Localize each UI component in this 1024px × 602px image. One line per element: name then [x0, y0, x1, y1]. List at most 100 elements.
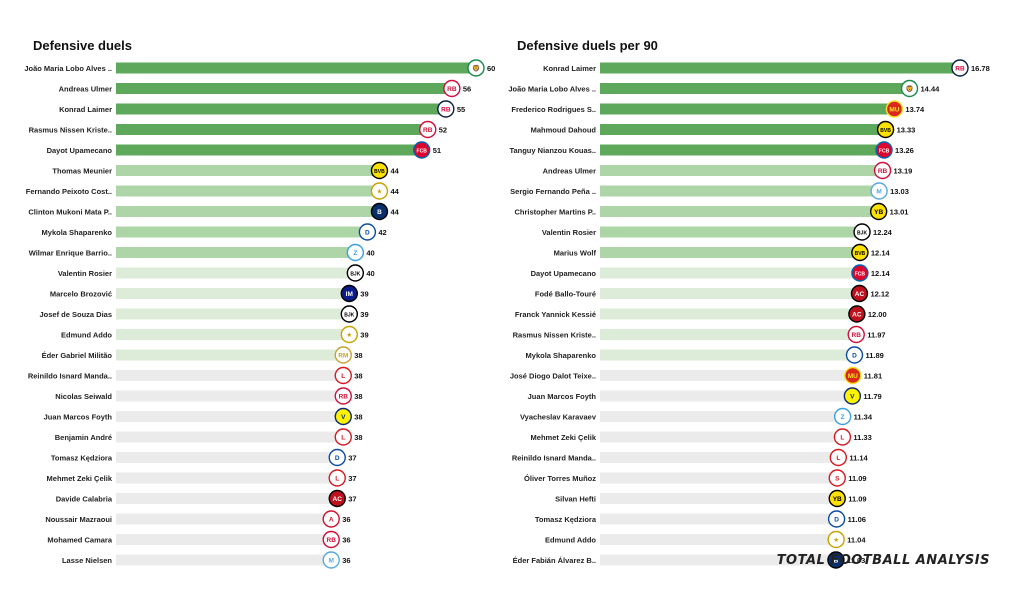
club-badge-icon: ★	[340, 325, 358, 344]
bar	[116, 390, 346, 402]
value-label: 13.03	[890, 187, 909, 196]
svg-text:L: L	[341, 373, 345, 380]
value-label: 39	[360, 331, 368, 340]
value-label: 12.12	[870, 290, 889, 299]
category-label: José Diogo Dalot Teixe..	[510, 372, 596, 381]
value-label: 11.09	[848, 495, 866, 504]
bar	[116, 206, 382, 217]
value-label: 16.78	[971, 64, 990, 73]
value-label: 36	[342, 515, 350, 524]
svg-text:RB: RB	[423, 127, 433, 134]
value-label: 11.04	[847, 536, 866, 545]
value-label: 12.14	[871, 249, 891, 258]
svg-text:RB: RB	[441, 107, 451, 114]
club-badge-icon: RM	[334, 346, 352, 364]
svg-text:D: D	[834, 517, 839, 524]
bar	[600, 226, 865, 238]
category-label: Mykola Shaparenko	[526, 351, 597, 360]
bar	[116, 349, 346, 361]
value-label: 13.26	[895, 146, 914, 155]
value-label: 38	[354, 351, 362, 360]
bar-chart-defensive-duels: João Maria Lobo Alves .. 🦁 60 Andreas Ulmer…	[24, 59, 495, 569]
category-label: Andreas Ulmer	[59, 85, 112, 94]
svg-text:V: V	[341, 414, 346, 421]
club-badge-icon: RB	[437, 100, 455, 118]
value-label: 42	[378, 228, 386, 237]
svg-text:BVB: BVB	[855, 251, 866, 257]
category-label: João Maria Lobo Alves ..	[508, 85, 596, 94]
category-label: Tanguy Nianzou Kouas..	[509, 146, 596, 155]
bar	[600, 329, 859, 340]
club-badge-icon: Z	[833, 407, 852, 426]
value-label: 44	[390, 187, 399, 196]
category-label: Benjamin André	[55, 433, 112, 442]
value-label: 11.06	[848, 515, 866, 524]
value-label: 11.33	[853, 433, 871, 442]
svg-text:B: B	[834, 558, 839, 565]
svg-text:MU: MU	[889, 107, 899, 114]
watermark-logo: TOTAL FOOTBALL ANALYSIS	[776, 553, 990, 568]
bar	[600, 513, 839, 525]
value-label: 14.44	[921, 85, 941, 94]
club-badge-icon: D	[827, 510, 846, 528]
svg-text:BJK: BJK	[857, 231, 867, 237]
svg-text:B: B	[377, 209, 382, 216]
svg-text:Z: Z	[353, 250, 357, 257]
category-label: Mahmoud Dahoud	[531, 126, 597, 135]
category-label: Juan Marcos Foyth	[528, 392, 597, 401]
svg-text:AC: AC	[852, 312, 862, 319]
value-label: 52	[439, 126, 447, 135]
bar	[600, 165, 885, 176]
svg-text:RB: RB	[327, 537, 337, 544]
value-label: 39	[360, 290, 368, 299]
value-label: 38	[354, 392, 362, 401]
club-badge-icon: M	[322, 551, 340, 569]
bar	[600, 349, 857, 361]
club-badge-icon: BVB	[876, 120, 895, 139]
category-label: Vyacheslav Karavaev	[520, 413, 597, 422]
club-badge-icon: RB	[847, 325, 865, 344]
svg-text:★: ★	[377, 189, 383, 196]
value-label: 44	[390, 208, 399, 217]
club-badge-icon: S	[828, 469, 846, 487]
club-badge-icon: L	[328, 469, 346, 487]
svg-text:RB: RB	[878, 168, 888, 175]
club-badge-icon: L	[334, 366, 352, 385]
category-label: Óliver Torres Muñoz	[524, 474, 596, 483]
value-label: 13.33	[897, 126, 916, 135]
category-label: Valentin Rosier	[542, 228, 596, 237]
svg-text:IM: IM	[346, 291, 353, 298]
value-label: 44	[390, 167, 399, 176]
category-label: Josef de Souza Dias	[39, 310, 112, 319]
club-badge-icon: BVB	[851, 243, 869, 262]
svg-text:AC: AC	[855, 291, 865, 298]
bar	[600, 472, 840, 484]
svg-text:RB: RB	[852, 332, 862, 339]
category-label: Dayot Upamecano	[531, 269, 597, 278]
category-label: Edmund Addo	[61, 331, 112, 340]
bar	[600, 124, 888, 135]
svg-text:D: D	[335, 455, 340, 462]
club-badge-icon: L	[829, 448, 848, 467]
bar	[116, 554, 334, 566]
club-badge-icon: A	[322, 510, 340, 528]
category-label: Konrad Laimer	[59, 105, 112, 114]
category-label: Marius Wolf	[554, 249, 597, 258]
club-badge-icon: YB	[828, 489, 846, 508]
svg-text:S: S	[835, 476, 840, 483]
category-label: Sergio Fernando Peña ..	[510, 187, 596, 196]
svg-text:RB: RB	[339, 394, 349, 401]
bar	[600, 370, 855, 381]
category-label: Nicolas Seiwald	[55, 392, 112, 401]
value-label: 40	[366, 269, 374, 278]
category-label: Konrad Laimer	[543, 64, 596, 73]
club-badge-icon: FCB	[875, 141, 893, 159]
category-label: Valentin Rosier	[58, 269, 112, 278]
club-badge-icon: 🦁	[467, 59, 485, 77]
bar	[600, 103, 897, 115]
svg-text:BVB: BVB	[374, 169, 385, 175]
value-label: 36	[342, 556, 350, 565]
bar	[600, 390, 855, 402]
bar	[600, 267, 862, 279]
value-label: 11.97	[867, 331, 885, 340]
